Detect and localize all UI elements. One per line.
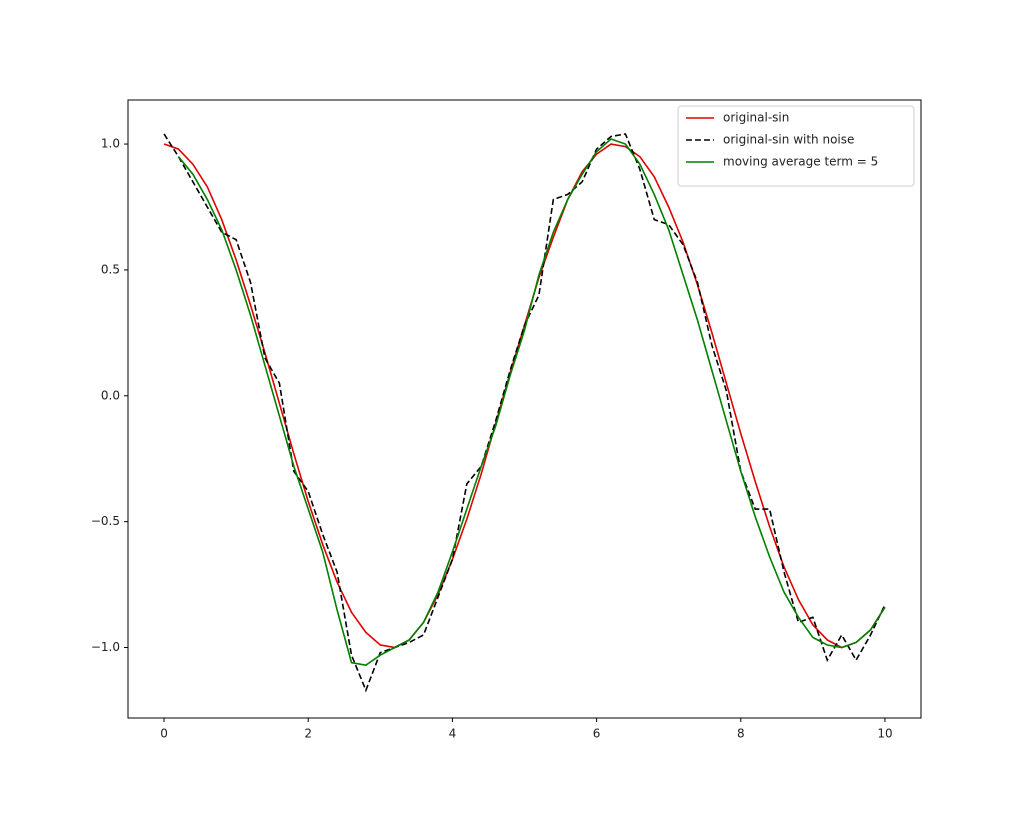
legend-box xyxy=(677,105,915,187)
y-tick-label: 0.5 xyxy=(101,262,120,276)
series-line xyxy=(163,133,886,693)
y-tick-label: −1.0 xyxy=(91,640,120,654)
y-tick-label: −0.5 xyxy=(91,514,120,528)
y-tick-label: 1.0 xyxy=(101,137,120,151)
x-tick-label: 8 xyxy=(737,727,745,741)
y-tick-label: 0.0 xyxy=(101,388,120,402)
series-line xyxy=(177,138,886,666)
legend-label: original-sin xyxy=(723,111,789,125)
x-tick-label: 6 xyxy=(593,727,601,741)
plot-frame xyxy=(127,99,922,719)
legend-label: moving average term = 5 xyxy=(723,155,878,169)
legend-label: original-sin with noise xyxy=(723,133,854,147)
series-line xyxy=(163,143,886,649)
x-tick-label: 2 xyxy=(304,727,312,741)
x-tick-label: 0 xyxy=(160,727,168,741)
legend: original-sin original-sin with noise movin… xyxy=(677,105,915,187)
x-tick-label: 4 xyxy=(449,727,457,741)
x-tick-label: 10 xyxy=(877,727,892,741)
